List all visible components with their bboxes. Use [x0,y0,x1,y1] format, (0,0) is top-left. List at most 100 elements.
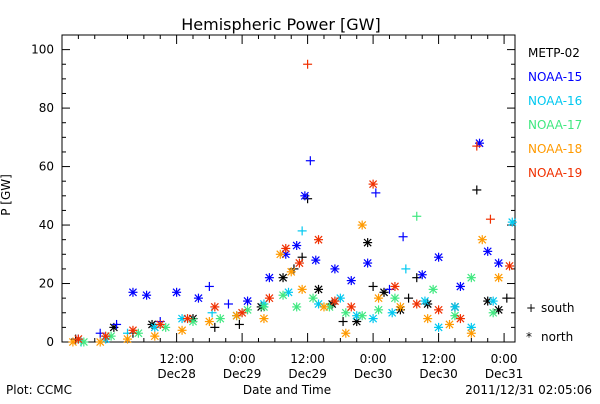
data-point [314,235,324,245]
data-point [112,319,122,329]
data-point-stroke [287,267,296,276]
data-point-stroke [314,235,323,244]
data-point [466,322,476,332]
data-point [450,302,460,312]
x-axis: 12:00Dec280:00Dec2912:00Dec290:00Dec3012… [61,35,523,381]
data-point [488,296,498,306]
x-axis-label: Date and Time [243,383,331,397]
data-point [485,214,495,224]
data-point-stroke [508,218,517,227]
data-point-stroke [494,273,503,282]
data-point-stroke [423,314,432,323]
y-tick-label: 100 [31,43,54,57]
y-axis-label: P [GW] [0,174,13,216]
data-point [150,331,160,341]
data-point [319,302,329,312]
data-point [177,325,187,335]
marker-legend-label: north [541,330,573,344]
data-point-stroke [358,311,367,320]
footer-right-text: 2011/12/31 02:05:06 [465,383,592,397]
data-point [368,179,378,189]
data-point-stroke [483,247,492,256]
data-point [374,305,384,315]
footer-left-text: Plot: CCMC [6,383,72,397]
data-point [183,314,193,324]
x-tick-time-label: 12:00 [290,352,325,366]
data-point [466,273,476,283]
data-point-stroke [434,305,443,314]
data-point-stroke [101,332,110,341]
data-point-stroke [123,335,132,344]
data-point-stroke [183,314,192,323]
data-point [346,302,356,312]
data-point-stroke [363,259,372,268]
data-point-stroke [396,302,405,311]
data-point-stroke [281,244,290,253]
y-tick-label: 60 [39,160,54,174]
data-point-stroke [238,308,247,317]
data-point [237,308,247,318]
marker-legend-symbol: * [526,330,532,344]
data-point-stroke [467,323,476,332]
data-point-stroke [194,294,203,303]
data-point [330,296,340,306]
series-noaa-17 [79,211,498,347]
x-tick-time-label: 12:00 [421,352,456,366]
data-point-stroke [330,297,339,306]
data-point-stroke [279,273,288,282]
data-point-stroke [445,320,454,329]
data-point [278,290,288,300]
data-point-stroke [374,294,383,303]
data-point-stroke [478,235,487,244]
data-point-stroke [216,314,225,323]
data-point-stroke [319,302,329,311]
data-point-stroke [489,297,498,306]
data-point-stroke [265,273,274,282]
data-point-stroke [210,302,219,311]
data-point-stroke [142,291,151,300]
data-point-stroke [156,320,165,329]
data-point-stroke [295,259,304,268]
data-point-stroke [412,299,421,309]
data-point [292,241,302,251]
x-tick-time-label: 12:00 [159,352,194,366]
data-point-stroke [347,276,356,285]
data-point [368,314,378,324]
data-point [303,59,313,69]
y-tick-label: 80 [39,101,54,115]
plot-frame [61,34,516,343]
data-point [311,255,321,265]
series-noaa-18 [68,220,504,347]
series-noaa-15 [73,138,504,344]
data-point [204,317,214,327]
data-point-stroke [259,314,268,323]
data-point [434,305,444,315]
data-point [142,290,152,300]
data-point-stroke [434,253,443,262]
data-point [472,185,482,195]
legend-item: NOAA-16 [528,94,582,108]
data-point [505,261,515,271]
marker-legend-symbol: + [526,301,536,315]
data-point [423,314,433,324]
data-point-stroke [369,314,378,323]
data-point [286,267,296,277]
legend-item: NOAA-17 [528,118,582,132]
data-point [420,296,430,306]
data-point [234,319,244,329]
data-point [215,314,225,324]
data-point [172,287,182,297]
data-point [466,328,476,338]
data-point [223,299,233,309]
data-point-stroke [314,285,323,294]
data-point [294,258,304,268]
data-point [404,293,414,303]
data-point [398,232,408,242]
data-point [455,281,465,291]
data-point-stroke [494,259,503,268]
data-point [368,281,378,291]
data-point [363,258,373,268]
data-point-stroke [489,308,498,317]
data-point-stroke [150,332,159,341]
data-point [412,211,422,221]
